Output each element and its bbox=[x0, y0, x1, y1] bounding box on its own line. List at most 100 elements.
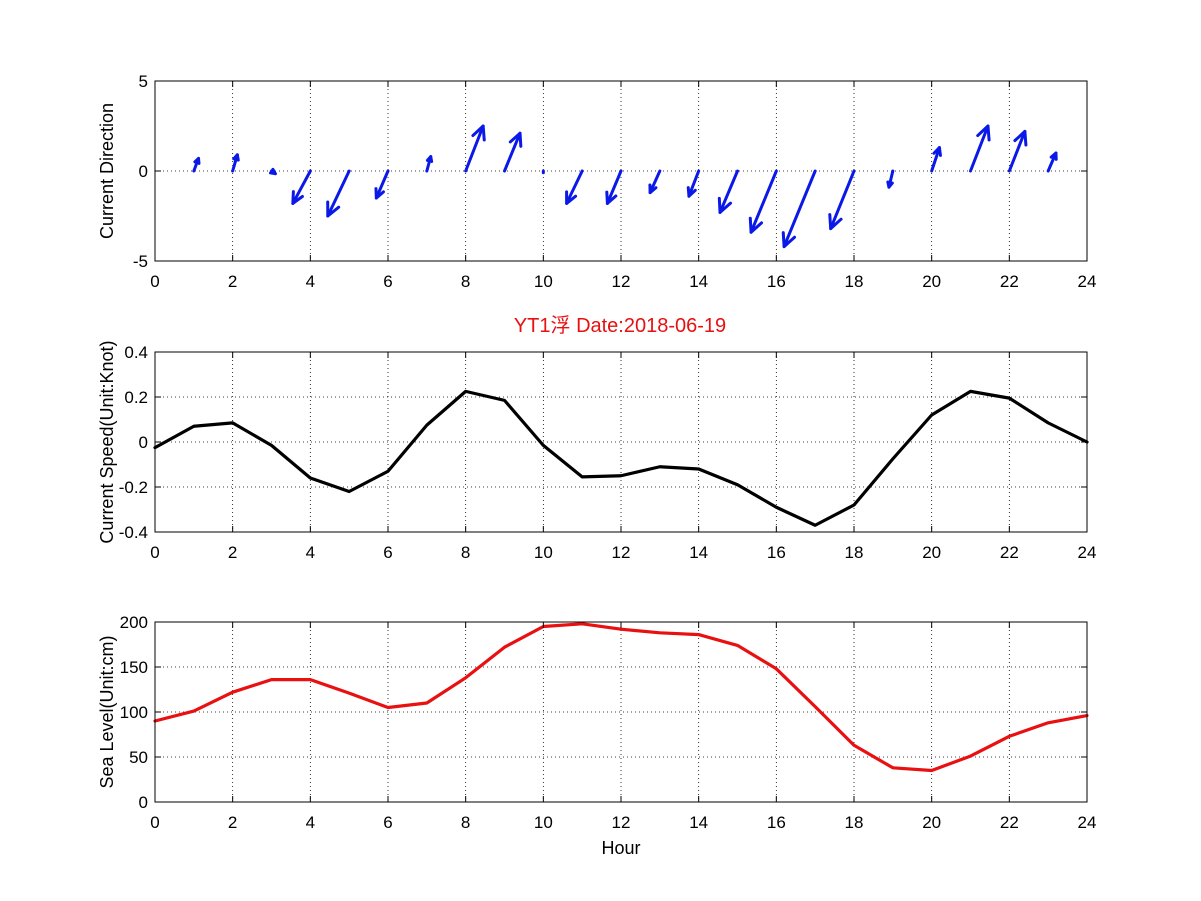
current-vector-shaft bbox=[749, 169, 778, 234]
current-vector-head bbox=[932, 146, 942, 157]
current-vector-arrow bbox=[930, 146, 942, 173]
current-direction-x-tick-label: 12 bbox=[612, 272, 631, 291]
current-vector-head bbox=[781, 231, 797, 249]
current-vector-arrow bbox=[503, 131, 523, 173]
current-vector-head bbox=[605, 190, 618, 205]
current-direction-y-tick-label: 5 bbox=[139, 72, 148, 91]
current-speed-x-tick-label: 4 bbox=[306, 543, 315, 562]
current-vector-head bbox=[425, 155, 434, 164]
sea-level-x-tick-label: 4 bbox=[306, 813, 315, 832]
current-vector-shaft bbox=[565, 169, 584, 205]
sea-level-x-tick-label: 10 bbox=[534, 813, 553, 832]
sea-level-x-tick-label: 6 bbox=[383, 813, 392, 832]
current-speed-x-tick-label: 12 bbox=[612, 543, 631, 562]
current-vector-arrow bbox=[686, 169, 701, 198]
current-vector-head bbox=[828, 213, 843, 231]
current-vector-arrow bbox=[425, 155, 434, 173]
current-vector-shaft bbox=[648, 169, 662, 195]
sea-level-x-axis-label: Hour bbox=[601, 838, 640, 858]
current-vector-arrow bbox=[291, 169, 312, 205]
current-speed-x-tick-label: 10 bbox=[534, 543, 553, 562]
current-speed-y-tick-label: -0.2 bbox=[119, 478, 148, 497]
current-direction-y-tick-label: -5 bbox=[133, 252, 148, 271]
sea-level-x-tick-label: 16 bbox=[767, 813, 786, 832]
sea-level-y-ticks: 0 50 100 150 200 bbox=[120, 613, 1087, 812]
sea-level-x-tick-label: 0 bbox=[150, 813, 159, 832]
current-speed-x-tick-label: 16 bbox=[767, 543, 786, 562]
current-vector-arrow bbox=[374, 169, 390, 200]
current-vector-head bbox=[193, 156, 201, 165]
sea-level-x-tick-label: 22 bbox=[1000, 813, 1019, 832]
sea-level-x-tick-label: 12 bbox=[612, 813, 631, 832]
sea-level-y-tick-label: 200 bbox=[120, 613, 148, 632]
current-vector-head bbox=[717, 196, 733, 214]
current-vector-head bbox=[471, 124, 486, 142]
current-speed-y-tick-label: 0.4 bbox=[124, 343, 148, 362]
current-vector-shaft bbox=[718, 169, 739, 214]
current-direction-y-tick-label: 0 bbox=[139, 162, 148, 181]
current-vector-arrow bbox=[828, 169, 856, 231]
current-speed-x-tick-label: 2 bbox=[228, 543, 237, 562]
sea-level-x-tick-label: 14 bbox=[689, 813, 708, 832]
current-vector-arrow bbox=[748, 169, 778, 234]
current-direction-x-tick-label: 4 bbox=[306, 272, 315, 291]
current-vector-shaft bbox=[326, 169, 351, 218]
current-direction-x-tick-label: 18 bbox=[845, 272, 864, 291]
current-vector-head bbox=[291, 190, 304, 205]
current-vector-arrow bbox=[781, 169, 817, 249]
current-direction-y-ticks: -5 0 5 bbox=[133, 72, 1087, 271]
current-direction-x-tick-label: 16 bbox=[767, 272, 786, 291]
current-vector-shaft bbox=[930, 146, 941, 173]
current-direction-x-tick-label: 8 bbox=[461, 272, 470, 291]
current-speed-x-tick-label: 18 bbox=[845, 543, 864, 562]
sea-level-x-tick-label: 24 bbox=[1078, 813, 1097, 832]
current-vector-head bbox=[748, 216, 764, 234]
current-speed-x-tick-label: 0 bbox=[150, 543, 159, 562]
current-vector-arrow bbox=[565, 169, 584, 205]
sea-level-y-axis-label: Sea Level(Unit:cm) bbox=[97, 635, 117, 788]
current-speed-grid bbox=[155, 352, 1087, 532]
current-vector-shaft bbox=[291, 169, 312, 205]
current-direction-x-tick-label: 22 bbox=[1000, 272, 1019, 291]
current-vector-arrow bbox=[231, 153, 240, 173]
sea-level-x-tick-label: 20 bbox=[922, 813, 941, 832]
sea-level-x-tick-label: 18 bbox=[845, 813, 864, 832]
current-speed-y-ticks: -0.4 -0.2 0 0.2 0.4 bbox=[119, 343, 1087, 542]
current-vector-arrow bbox=[464, 124, 486, 173]
current-speed-x-tick-label: 14 bbox=[689, 543, 708, 562]
current-vector-head bbox=[565, 190, 578, 205]
current-speed-x-tick-label: 24 bbox=[1078, 543, 1097, 562]
current-vector-arrow bbox=[268, 167, 277, 176]
current-vector-shaft bbox=[829, 169, 856, 231]
current-vector-arrow bbox=[605, 169, 623, 205]
current-vector-arrow bbox=[326, 169, 351, 218]
sea-level-x-tick-label: 8 bbox=[461, 813, 470, 832]
current-speed-y-tick-label: 0.2 bbox=[124, 388, 148, 407]
current-vector-head bbox=[1049, 151, 1058, 161]
chart-title: YT1浮 Date:2018-06-19 bbox=[514, 314, 726, 337]
sea-level-grid bbox=[155, 622, 1087, 802]
current-vector-shaft bbox=[374, 169, 390, 200]
current-vector-arrow bbox=[886, 169, 895, 189]
current-direction-x-tick-label: 20 bbox=[922, 272, 941, 291]
current-vector-arrow bbox=[192, 156, 201, 173]
current-vector-arrow bbox=[1007, 129, 1028, 173]
current-vector-head bbox=[648, 183, 658, 195]
current-vector-shaft bbox=[605, 169, 623, 205]
current-vector-head bbox=[508, 131, 523, 148]
current-direction-x-ticks: 0 2 4 6 8 10 12 14 16 18 20 22 24 bbox=[150, 81, 1096, 291]
sea-level-y-tick-label: 0 bbox=[139, 793, 148, 812]
current-vector-arrow bbox=[648, 169, 662, 195]
current-vector-head bbox=[326, 200, 341, 218]
current-vector-arrow bbox=[1046, 151, 1058, 173]
current-vector-shaft bbox=[969, 124, 990, 173]
current-vector-shaft bbox=[782, 169, 817, 249]
current-direction-y-axis-label: Current Direction bbox=[97, 103, 117, 239]
current-direction-vectors bbox=[192, 124, 1058, 249]
current-speed-x-tick-label: 8 bbox=[461, 543, 470, 562]
current-direction-x-tick-label: 2 bbox=[228, 272, 237, 291]
current-vector-shaft bbox=[464, 124, 485, 173]
